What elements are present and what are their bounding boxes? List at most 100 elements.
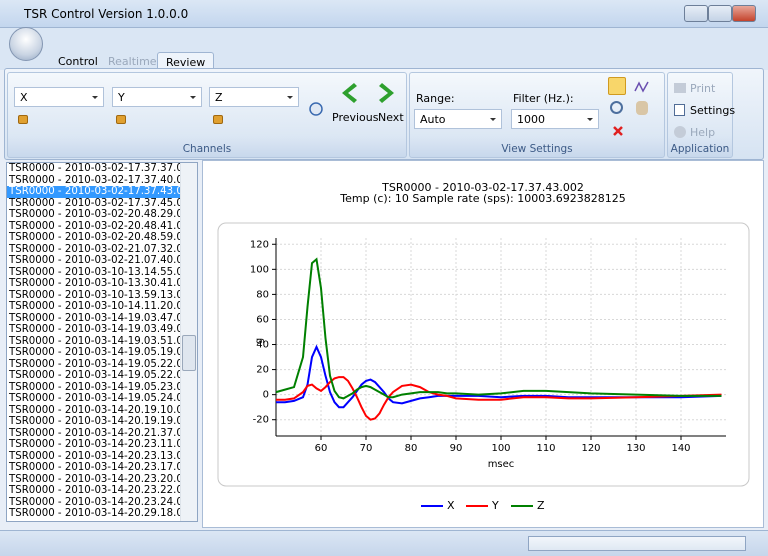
file-item[interactable]: TSR0000 - 2010-03-14-19.03.51.035 xyxy=(9,335,181,347)
chart-subtitle: Temp (c): 10 Sample rate (sps): 10003.69… xyxy=(339,192,625,205)
file-item[interactable]: TSR0000 - 2010-03-14-20.23.20.019 xyxy=(9,473,181,485)
filter-label: Filter (Hz.): xyxy=(513,92,574,105)
x-axis-label: msec xyxy=(488,459,515,470)
group-label: Application xyxy=(670,143,730,155)
y-dropdown[interactable]: Y xyxy=(112,87,202,107)
file-item[interactable]: TSR0000 - 2010-03-02-17.37.40.002 xyxy=(9,174,181,186)
file-item[interactable]: TSR0000 - 2010-03-02-20.48.59.019 - 00 xyxy=(9,232,181,243)
status-bar xyxy=(0,530,768,556)
application-group: Print Settings Help Application xyxy=(667,72,736,158)
help-icon xyxy=(674,126,686,138)
series-line xyxy=(276,344,722,409)
filter-dropdown[interactable]: 1000 xyxy=(511,109,599,129)
pan-icon[interactable] xyxy=(636,101,648,115)
file-item[interactable]: TSR0000 - 2010-03-10-13.30.41.051 - 00 xyxy=(9,278,181,289)
previous-button[interactable]: Previous xyxy=(332,111,379,124)
series-line xyxy=(275,257,722,400)
series-line xyxy=(276,376,722,421)
file-item[interactable]: TSR0000 - 2010-03-02-21.07.40.063 - 00 xyxy=(9,255,181,266)
file-item[interactable]: TSR0000 - 2010-03-14-20.23.11.027 xyxy=(9,439,181,450)
next-button[interactable]: Next xyxy=(378,111,404,124)
channels-group: X Y Z Previous Next Channels xyxy=(7,72,407,158)
file-item[interactable]: TSR0000 - 2010-03-10-14.11.20.030 - 00 xyxy=(9,301,181,312)
reset-icon[interactable] xyxy=(308,101,324,117)
tab-row: Control Realtime Review xyxy=(0,28,768,74)
maximize-button[interactable] xyxy=(708,5,732,22)
file-item[interactable]: TSR0000 - 2010-03-14-19.05.19.005 xyxy=(9,347,181,358)
y-tick-label: 120 xyxy=(250,239,269,250)
lock-icon[interactable] xyxy=(18,115,28,124)
file-item[interactable]: TSR0000 - 2010-03-10-13.14.55.054 - 00 xyxy=(9,266,181,278)
x-tick-label: 140 xyxy=(671,443,690,454)
file-item[interactable]: TSR0000 - 2010-03-02-17.37.45.047 xyxy=(9,197,181,209)
close-button[interactable] xyxy=(732,5,756,22)
range-label: Range: xyxy=(416,92,455,105)
file-item[interactable]: TSR0000 - 2010-03-14-19.05.22.011 xyxy=(9,358,181,370)
file-item[interactable]: TSR0000 - 2010-03-14-20.23.22.010 xyxy=(9,485,181,496)
app-button[interactable] xyxy=(9,27,43,61)
file-item[interactable]: TSR0000 - 2010-03-14-20.23.17.004 xyxy=(9,462,181,473)
file-item[interactable]: TSR0000 - 2010-03-14-19.03.47.052 xyxy=(9,312,181,324)
print-icon xyxy=(674,83,686,93)
next-arrow[interactable] xyxy=(376,81,398,105)
chart: TSR0000 - 2010-03-02-17.37.43.002 Temp (… xyxy=(217,181,750,512)
chart-title: TSR0000 - 2010-03-02-17.37.43.002 xyxy=(381,181,584,194)
file-item[interactable]: TSR0000 - 2010-03-14-20.29.18.033 xyxy=(9,508,181,519)
file-item[interactable]: TSR0000 - 2010-03-14-20.23.24.017 xyxy=(9,496,181,508)
file-item[interactable]: TSR0000 - 2010-03-14-20.19.10.012 xyxy=(9,404,181,416)
y-tick-label: -20 xyxy=(253,415,269,426)
window-title: TSR Control Version 1.0.0.0 xyxy=(24,7,189,21)
tab-realtime[interactable]: Realtime xyxy=(108,55,157,68)
scroll-thumb[interactable] xyxy=(182,335,196,371)
lock-icon[interactable] xyxy=(116,115,126,124)
x-tick-label: 110 xyxy=(536,443,555,454)
y-tick-label: 40 xyxy=(256,340,269,351)
help-button[interactable]: Help xyxy=(690,126,716,139)
y-tick-label: 100 xyxy=(250,264,269,275)
minimize-button[interactable] xyxy=(684,5,708,22)
file-item[interactable]: TSR0000 - 2010-03-02-17.37.37.048 xyxy=(9,163,181,174)
title-bar: TSR Control Version 1.0.0.0 xyxy=(0,0,768,28)
file-item[interactable]: TSR0000 - 2010-03-14-19.05.24.001 xyxy=(9,393,181,404)
scrollbar[interactable] xyxy=(180,163,197,521)
clear-icon[interactable] xyxy=(612,125,624,137)
chart-panel: TSR0000 - 2010-03-02-17.37.43.002 Temp (… xyxy=(202,160,764,528)
file-item[interactable]: TSR0000 - 2010-03-10-13.59.13.027 - 00 xyxy=(9,289,181,301)
x-tick-label: 100 xyxy=(491,443,510,454)
x-dropdown[interactable]: X xyxy=(14,87,104,107)
group-label: View Settings xyxy=(501,143,573,155)
file-item[interactable]: TSR0000 - 2010-03-02-20.48.29.014 - 00 xyxy=(9,209,181,220)
file-item[interactable]: TSR0000 - 2010-03-14-19.05.23.055 xyxy=(9,381,181,393)
file-item[interactable]: TSR0000 - 2010-03-14-19.03.49.037 xyxy=(9,324,181,335)
file-item[interactable]: TSR0000 - 2010-03-14-20.19.19.061 xyxy=(9,416,181,427)
print-button[interactable]: Print xyxy=(690,82,716,95)
file-item[interactable]: TSR0000 - 2010-03-02-17.37.43.002 xyxy=(7,186,181,198)
x-tick-label: 60 xyxy=(315,443,328,454)
autoscale-icon[interactable] xyxy=(634,79,650,95)
z-dropdown[interactable]: Z xyxy=(209,87,299,107)
zoom-out-icon[interactable] xyxy=(610,101,623,114)
x-tick-label: 120 xyxy=(581,443,600,454)
legend-label: Z xyxy=(537,499,545,512)
zoom-icon[interactable] xyxy=(608,77,626,95)
lock-icon[interactable] xyxy=(213,115,223,124)
legend-label: X xyxy=(447,499,455,512)
y-tick-label: 20 xyxy=(256,365,269,376)
chart-frame xyxy=(217,222,750,487)
settings-button[interactable]: Settings xyxy=(690,104,736,117)
tab-control[interactable]: Control xyxy=(58,55,98,68)
file-item[interactable]: TSR0000 - 2010-03-02-20.48.41.005 - 00 xyxy=(9,220,181,232)
x-tick-label: 130 xyxy=(626,443,645,454)
file-item[interactable]: TSR0000 - 2010-03-14-20.23.13.035 xyxy=(9,450,181,462)
range-dropdown[interactable]: Auto xyxy=(414,109,502,129)
file-item[interactable]: TSR0000 - 2010-03-02-21.07.32.007 - 00 xyxy=(9,243,181,255)
x-tick-label: 80 xyxy=(405,443,418,454)
previous-arrow[interactable] xyxy=(338,81,360,105)
file-item[interactable]: TSR0000 - 2010-03-14-20.21.37.034 xyxy=(9,427,181,439)
view-settings-group: Range: Auto Filter (Hz.): 1000 View Sett… xyxy=(409,72,665,158)
ribbon: X Y Z Previous Next Channels Range: Auto… xyxy=(4,68,764,160)
x-tick-label: 90 xyxy=(450,443,463,454)
x-tick-label: 70 xyxy=(360,443,373,454)
file-item[interactable]: TSR0000 - 2010-03-14-19.05.22.040 xyxy=(9,370,181,381)
